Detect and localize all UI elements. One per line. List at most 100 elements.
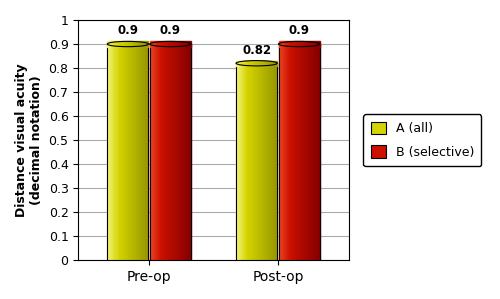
Bar <box>170 41 172 47</box>
Bar <box>316 44 318 260</box>
Bar <box>152 41 153 47</box>
Bar <box>308 44 310 260</box>
Bar <box>190 41 191 47</box>
Bar <box>269 63 270 260</box>
Bar <box>185 44 186 260</box>
Bar <box>156 44 157 260</box>
Bar <box>280 41 281 47</box>
Bar <box>275 63 276 260</box>
Bar <box>138 41 139 47</box>
Bar <box>238 61 239 66</box>
Bar <box>157 44 158 260</box>
Bar <box>134 44 135 260</box>
Bar <box>241 63 242 260</box>
Bar <box>158 41 159 47</box>
Bar <box>288 41 289 47</box>
Bar <box>291 44 292 260</box>
Bar <box>153 44 154 260</box>
Bar <box>178 41 180 47</box>
Bar <box>154 41 155 47</box>
Bar <box>237 63 238 260</box>
Bar <box>274 63 275 260</box>
Bar <box>276 61 278 66</box>
Bar <box>176 41 178 47</box>
Bar <box>274 61 275 66</box>
Bar <box>185 41 186 47</box>
Bar <box>239 63 240 260</box>
Bar <box>250 63 252 260</box>
Bar <box>276 63 278 260</box>
Bar <box>273 63 274 260</box>
Bar <box>304 44 306 260</box>
Bar <box>165 41 166 47</box>
Bar <box>186 41 187 47</box>
Bar <box>125 44 126 260</box>
Bar <box>273 61 274 66</box>
Bar <box>308 41 310 47</box>
Bar <box>152 44 153 260</box>
Bar <box>256 61 258 66</box>
Bar <box>136 44 137 260</box>
Bar <box>182 41 184 47</box>
Bar <box>262 63 263 260</box>
Bar <box>272 61 273 66</box>
Bar <box>151 41 152 47</box>
Bar <box>118 41 120 47</box>
Bar <box>135 44 136 260</box>
Bar <box>170 44 172 260</box>
Bar <box>258 63 260 260</box>
Bar <box>267 63 268 260</box>
Bar <box>300 44 301 260</box>
Bar <box>254 61 256 66</box>
Bar <box>130 41 131 47</box>
Bar <box>286 41 287 47</box>
Bar <box>241 61 242 66</box>
Ellipse shape <box>236 61 278 66</box>
Bar <box>190 44 191 260</box>
Bar <box>140 44 141 260</box>
Bar <box>282 44 284 260</box>
Bar <box>166 44 168 260</box>
Bar <box>286 44 287 260</box>
Bar <box>316 41 318 47</box>
Bar <box>246 61 248 66</box>
Bar <box>268 61 269 66</box>
Bar <box>302 44 304 260</box>
Bar <box>258 61 260 66</box>
Bar <box>126 41 127 47</box>
Bar <box>135 41 136 47</box>
Bar <box>248 61 250 66</box>
Bar <box>299 44 300 260</box>
Bar <box>133 41 134 47</box>
Bar <box>114 41 116 47</box>
Bar <box>189 44 190 260</box>
Bar <box>289 41 290 47</box>
Bar <box>291 41 292 47</box>
Bar <box>262 61 263 66</box>
Bar <box>150 44 151 260</box>
Bar <box>150 41 151 47</box>
Bar <box>182 44 184 260</box>
Bar <box>266 63 267 260</box>
Bar <box>126 44 127 260</box>
Text: 0.82: 0.82 <box>242 44 271 57</box>
Bar <box>269 61 270 66</box>
Bar <box>293 41 294 47</box>
Bar <box>287 44 288 260</box>
Bar <box>137 41 138 47</box>
Bar <box>297 44 298 260</box>
Bar <box>252 61 254 66</box>
Bar <box>154 44 155 260</box>
Bar <box>237 61 238 66</box>
Bar <box>250 61 252 66</box>
Bar <box>157 41 158 47</box>
Bar <box>155 41 156 47</box>
Bar <box>242 61 244 66</box>
Bar <box>290 44 291 260</box>
Bar <box>164 41 165 47</box>
Bar <box>155 44 156 260</box>
Bar <box>112 41 114 47</box>
Bar <box>146 44 148 260</box>
Bar <box>137 44 138 260</box>
Bar <box>242 63 244 260</box>
